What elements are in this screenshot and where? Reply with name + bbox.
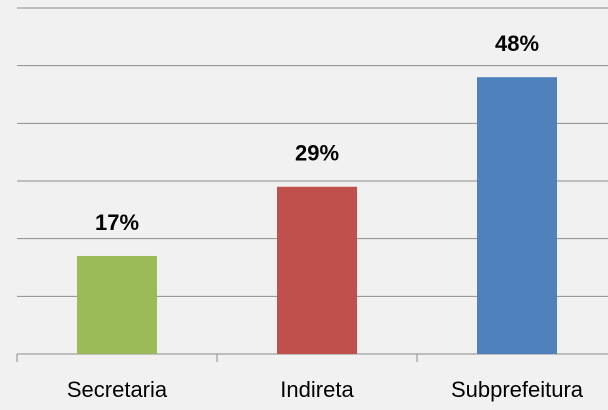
x-tick-label: Secretaria: [67, 377, 168, 402]
bar: [77, 255, 157, 354]
value-label: 29%: [295, 141, 339, 166]
x-tick-label: Indireta: [280, 377, 354, 402]
x-tick-label: Subprefeitura: [451, 377, 584, 402]
bar: [477, 77, 557, 354]
bar: [277, 186, 357, 354]
value-label: 48%: [495, 31, 539, 56]
value-label: 17%: [95, 210, 139, 235]
